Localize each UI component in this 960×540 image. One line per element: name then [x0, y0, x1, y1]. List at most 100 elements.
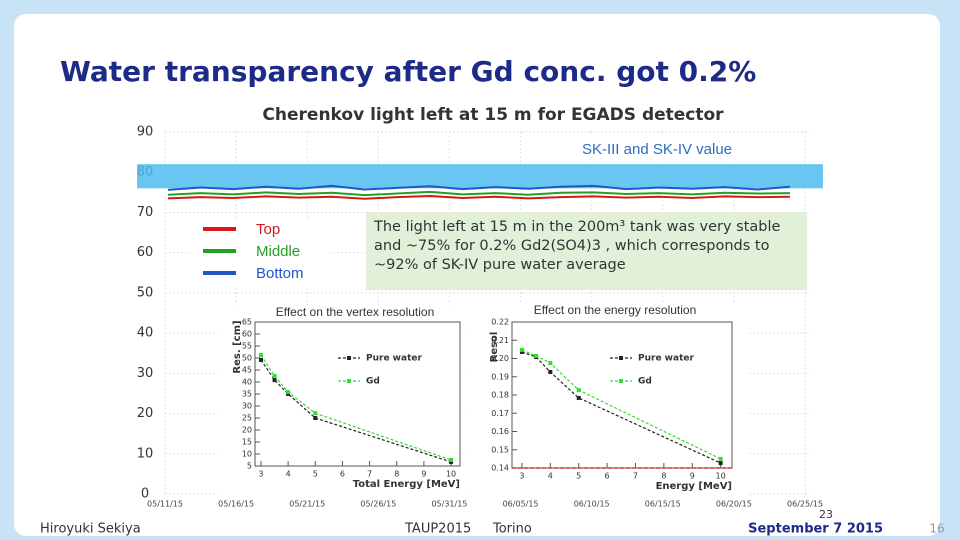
sk-band [137, 164, 823, 189]
legend-marker [619, 356, 623, 360]
x-axis-title: Total Energy [MeV] [353, 479, 460, 490]
y-tick-label: 70 [137, 205, 154, 220]
y-tick-label: 90 [137, 125, 154, 140]
data-point [258, 357, 263, 362]
y-tick-label: 5 [247, 462, 252, 471]
y-tick-label: 45 [242, 366, 252, 375]
legend-label: Bottom [256, 265, 304, 282]
x-tick-label: 05/11/15 [147, 500, 183, 509]
y-tick-label: 0.17 [491, 409, 509, 418]
y-axis-title: Resol [489, 332, 500, 363]
inset-panel [218, 305, 470, 495]
data-point [576, 388, 581, 393]
x-tick-label: 5 [576, 472, 581, 481]
legend-label: Gd [638, 377, 652, 387]
x-tick-label: 6 [340, 470, 345, 479]
y-tick-label: 0.19 [491, 372, 509, 381]
legend-marker [619, 379, 623, 383]
series-line [167, 190, 791, 197]
y-tick-label: 60 [137, 245, 154, 260]
x-tick-label: 8 [394, 470, 399, 479]
y-tick-label: 0.18 [491, 391, 509, 400]
y-tick-label: 10 [137, 446, 154, 461]
x-tick-label: 06/10/15 [574, 500, 610, 509]
x-tick-label: 10 [716, 472, 726, 481]
data-point [272, 374, 277, 378]
data-point [313, 411, 318, 416]
x-tick-label: 8 [661, 472, 666, 481]
x-tick-label: 9 [690, 472, 695, 481]
x-tick-label: 6 [605, 472, 610, 481]
y-tick-label: 0.20 [491, 354, 509, 363]
y-tick-label: 35 [242, 390, 252, 399]
y-tick-label: 0 [141, 487, 149, 502]
footer-conference: TAUP2015 [404, 522, 471, 537]
x-tick-label: 05/26/15 [360, 500, 396, 509]
y-tick-label: 20 [137, 406, 154, 421]
footer-author: Hiroyuki Sekiya [40, 522, 141, 537]
x-tick-label: 5 [313, 470, 318, 479]
y-tick-label: 0.15 [491, 445, 509, 454]
band-label-box [533, 134, 780, 163]
legend-label: Top [256, 221, 280, 238]
chart-title: Cherenkov light left at 15 m for EGADS d… [262, 105, 724, 125]
page-number: 16 [929, 522, 944, 536]
band-label: SK-III and SK-IV value [582, 141, 732, 158]
data-point [718, 456, 723, 461]
y-tick-label: 40 [242, 378, 252, 387]
data-point [548, 361, 553, 366]
data-point [449, 458, 454, 462]
y-tick-label: 0.16 [491, 427, 509, 436]
data-point [258, 353, 263, 358]
y-tick-label: 30 [137, 366, 154, 381]
x-tick-label: 05/21/15 [289, 500, 325, 509]
inner-page: 23 [819, 508, 833, 521]
footer-date: September 7 2015 [748, 522, 883, 537]
inset-panel [472, 303, 748, 495]
x-tick-label: 06/15/15 [645, 500, 681, 509]
series-line [260, 359, 452, 463]
x-tick-label: 06/20/15 [716, 500, 752, 509]
data-point [548, 370, 553, 375]
x-tick-label: 06/05/15 [503, 500, 539, 509]
y-tick-label: 30 [242, 402, 252, 411]
y-axis-title: Res. [cm] [232, 320, 243, 373]
slide-title: Water transparency after Gd conc. got 0.… [60, 55, 756, 88]
y-tick-label: 65 [242, 318, 252, 327]
legend-marker [347, 356, 351, 360]
x-tick-label: 3 [519, 472, 524, 481]
x-tick-label: 4 [286, 470, 291, 479]
y-tick-label: 60 [242, 330, 252, 339]
footer-place: Torino [492, 522, 532, 537]
x-tick-label: 3 [258, 470, 263, 479]
x-tick-label: 05/16/15 [218, 500, 254, 509]
y-tick-label: 50 [242, 354, 252, 363]
data-point [286, 390, 291, 395]
y-tick-label: 0.21 [491, 336, 509, 345]
y-tick-label: 55 [242, 342, 252, 351]
series-line [167, 194, 791, 200]
note: The light left at 15 m in the 200m³ tank… [366, 212, 807, 290]
x-tick-label: 7 [367, 470, 372, 479]
y-tick-label: 15 [242, 438, 252, 447]
legend-marker [347, 379, 351, 383]
x-tick-label: 7 [633, 472, 638, 481]
x-axis-title: Energy [MeV] [656, 481, 732, 492]
data-point [313, 416, 318, 420]
y-tick-label: 0.14 [491, 464, 509, 473]
legend-label: Middle [256, 243, 300, 260]
legend-label: Gd [366, 377, 380, 387]
data-point [576, 395, 581, 400]
y-tick-label: 20 [242, 426, 252, 435]
x-tick-label: 4 [548, 472, 553, 481]
x-tick-label: 05/31/15 [431, 500, 467, 509]
y-tick-label: 10 [242, 450, 252, 459]
data-point [718, 461, 723, 466]
y-tick-label: 0.22 [491, 318, 509, 327]
inset-caption: Effect on the energy resolution [534, 303, 697, 317]
x-tick-label: 10 [446, 470, 456, 479]
data-point [534, 353, 539, 358]
y-tick-label: 40 [137, 326, 154, 341]
y-tick-label: 50 [137, 285, 154, 300]
